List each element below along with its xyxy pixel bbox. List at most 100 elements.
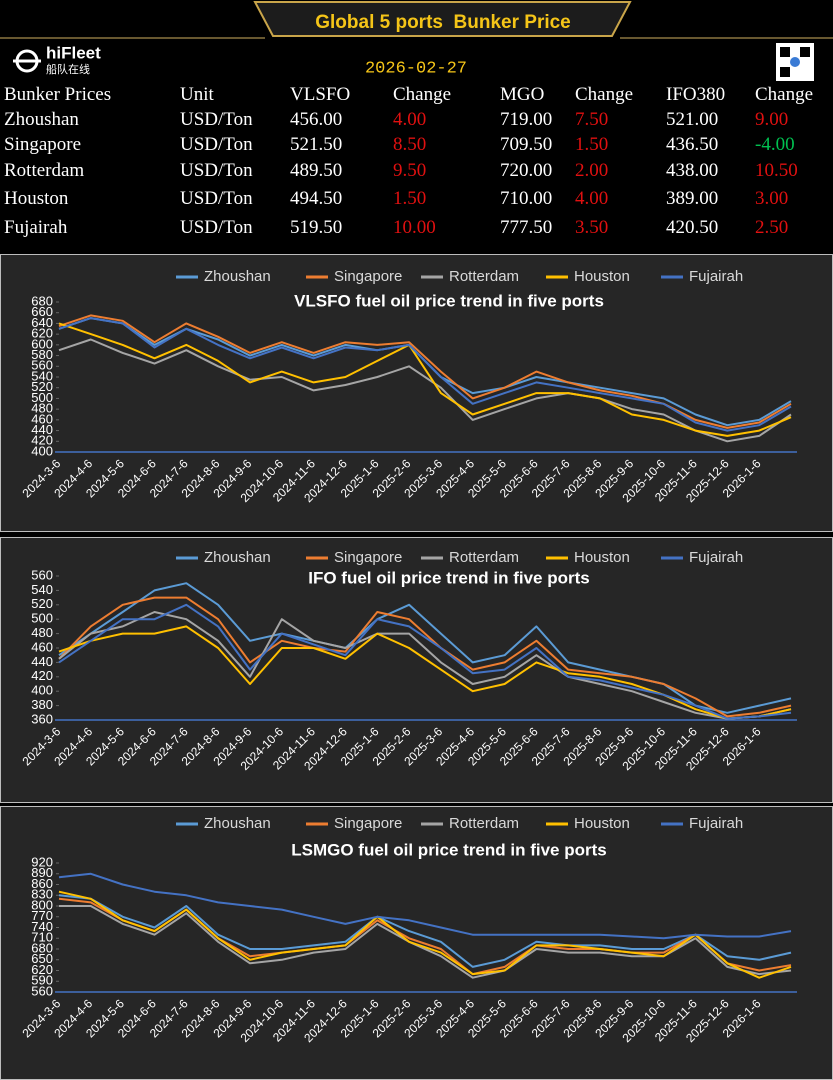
y-tick-label: 660 [31,304,53,319]
qr-code [800,47,810,57]
change-cell: 4.00 [575,188,609,209]
change-cell: -4.00 [755,134,795,155]
change-cell: 9.00 [755,109,789,130]
legend-label: Zhoushan [204,268,271,285]
series-line [58,582,792,714]
banner: Global 5 ports Bunker Price [0,0,833,40]
legend-label: Fujairah [689,815,743,832]
table-cell: 436.50 [666,134,719,155]
y-tick-label: 500 [31,390,53,405]
y-tick-label: 440 [31,422,53,437]
y-tick-label: 560 [31,983,53,998]
page-title: Global 5 ports Bunker Price [315,12,571,33]
change-cell: 8.50 [393,134,427,155]
legend-label: Rotterdam [449,815,519,832]
chart: LSMGO fuel oil price trend in five ports… [19,815,797,1045]
y-tick-label: 540 [31,368,53,383]
y-tick-label: 710 [31,930,53,945]
change-cell: 3.00 [755,188,789,209]
series-line [58,314,792,429]
y-tick-label: 640 [31,315,53,330]
legend-label: Houston [574,268,630,285]
y-tick-label: 400 [31,683,53,698]
series-line [58,894,792,968]
column-header: VLSFO [290,84,351,105]
change-cell: 9.50 [393,160,427,181]
legend-label: Zhoushan [204,549,271,566]
y-tick-label: 590 [31,973,53,988]
series-line [58,872,792,940]
table-cell: Zhoushan [4,109,79,130]
legend-label: Rotterdam [449,268,519,285]
y-tick-label: 480 [31,625,53,640]
y-tick-label: 420 [31,668,53,683]
qr-code [790,57,800,67]
chart-panel: LSMGO fuel oil price trend in five ports… [0,806,833,1080]
price-table: Bunker Prices Unit VLSFO Change MGO Change IFO… [0,84,833,244]
column-header: MGO [500,84,545,105]
legend-label: Fujairah [689,549,743,566]
y-tick-label: 560 [31,567,53,582]
table-cell: USD/Ton [180,109,253,130]
banner-plate [253,0,632,37]
y-tick-label: 560 [31,358,53,373]
change-cell: 7.50 [575,109,609,130]
table-cell: USD/Ton [180,160,253,181]
table-cell: 521.50 [290,134,343,155]
table-cell: Fujairah [4,217,68,238]
column-header: Bunker Prices [4,84,112,105]
change-cell: 4.00 [393,109,427,130]
change-cell: 2.00 [575,160,609,181]
y-tick-label: 600 [31,336,53,351]
y-tick-label: 420 [31,433,53,448]
change-cell: 1.50 [575,134,609,155]
chart-title: VLSFO fuel oil price trend in five ports [294,291,604,310]
table-cell: Rotterdam [4,160,85,181]
table-cell: Singapore [4,134,82,155]
series-line [58,603,792,720]
table-cell: USD/Ton [180,217,253,238]
table-cell: 519.50 [290,217,343,238]
y-tick-label: 830 [31,887,53,902]
column-header: Change [755,84,814,105]
table-cell: 489.50 [290,160,343,181]
y-tick-label: 680 [31,940,53,955]
y-tick-label: 500 [31,611,53,626]
y-tick-label: 540 [31,582,53,597]
y-tick-label: 460 [31,411,53,426]
chart-title: IFO fuel oil price trend in five ports [308,568,589,587]
y-tick-label: 360 [31,711,53,726]
chart: VLSFO fuel oil price trend in five ports… [19,268,797,505]
y-tick-label: 380 [31,697,53,712]
series-line [58,890,792,979]
y-tick-label: 480 [31,401,53,416]
table-cell: 719.00 [500,109,553,130]
series-line [58,625,792,720]
table-cell: 710.00 [500,188,553,209]
legend-label: Singapore [334,549,402,566]
series-line [58,338,792,443]
legend-label: Fujairah [689,268,743,285]
table-cell: USD/Ton [180,188,253,209]
y-tick-label: 460 [31,639,53,654]
table-cell: USD/Ton [180,134,253,155]
y-tick-label: 890 [31,865,53,880]
column-header: Change [393,84,452,105]
y-tick-label: 680 [31,293,53,308]
legend-label: Singapore [334,268,402,285]
qr-code [780,47,790,57]
table-cell: 494.50 [290,188,343,209]
table-cell: 720.00 [500,160,553,181]
series-line [58,317,792,432]
table-cell: 521.00 [666,109,719,130]
y-tick-label: 920 [31,854,53,869]
table-cell: 420.50 [666,217,719,238]
qr-code [780,67,790,77]
table-cell: 456.00 [290,109,343,130]
table-cell: 709.50 [500,134,553,155]
brand: hiFleet [46,43,101,62]
table-cell: 777.50 [500,217,553,238]
series-line [58,611,792,720]
y-tick-label: 580 [31,347,53,362]
